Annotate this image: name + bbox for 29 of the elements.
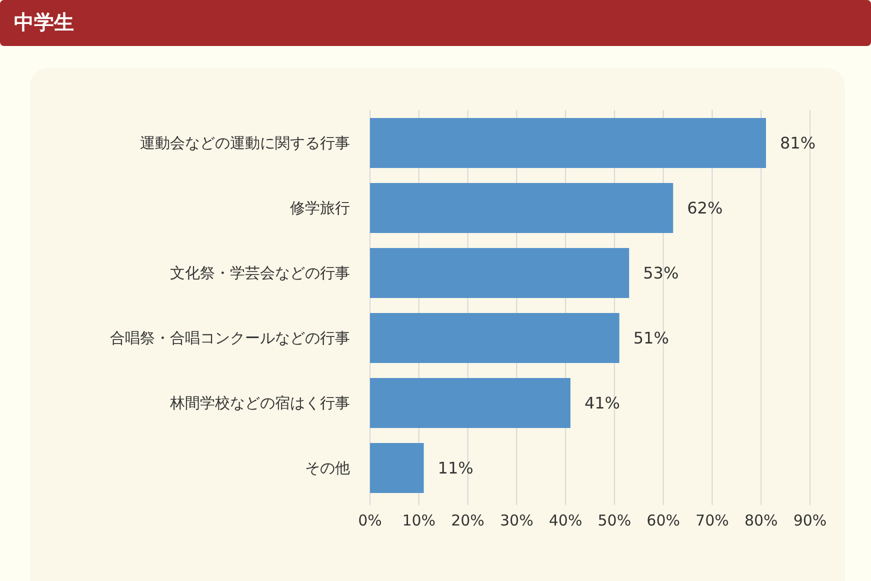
x-tick-label: 40%: [548, 512, 582, 530]
data-label: 53%: [643, 264, 679, 283]
y-tick-label: 運動会などの運動に関する行事: [140, 134, 350, 152]
bar: [370, 313, 620, 363]
y-tick-label: 修学旅行: [290, 198, 350, 217]
x-tick-label: 70%: [696, 512, 729, 530]
bar: [370, 183, 674, 233]
x-tick-label: 10%: [402, 512, 436, 530]
x-tick-label: 80%: [744, 512, 778, 530]
bar: [370, 118, 766, 168]
data-label: 51%: [633, 328, 669, 348]
data-label: 81%: [780, 134, 816, 153]
x-tick-label: 0%: [358, 512, 382, 530]
x-tick-label: 50%: [598, 512, 632, 530]
x-tick-label: 90%: [793, 512, 827, 530]
bar: [370, 248, 630, 298]
data-label: 11%: [438, 458, 474, 478]
x-tick-label: 30%: [500, 512, 534, 530]
bar: [370, 378, 570, 428]
text: 中学生: [14, 9, 74, 35]
bar: [370, 443, 424, 493]
data-label: 41%: [584, 394, 620, 413]
y-tick-label: 合唱祭・合唱コンクールなどの行事: [110, 328, 350, 347]
x-tick-label: 20%: [451, 512, 484, 530]
y-tick-label: 文化祭・学芸会などの行事: [170, 264, 350, 282]
x-tick-label: 60%: [646, 512, 680, 530]
data-label: 62%: [687, 198, 723, 218]
y-tick-label: その他: [305, 458, 350, 477]
y-tick-label: 林間学校などの宿はく行事: [169, 394, 350, 412]
